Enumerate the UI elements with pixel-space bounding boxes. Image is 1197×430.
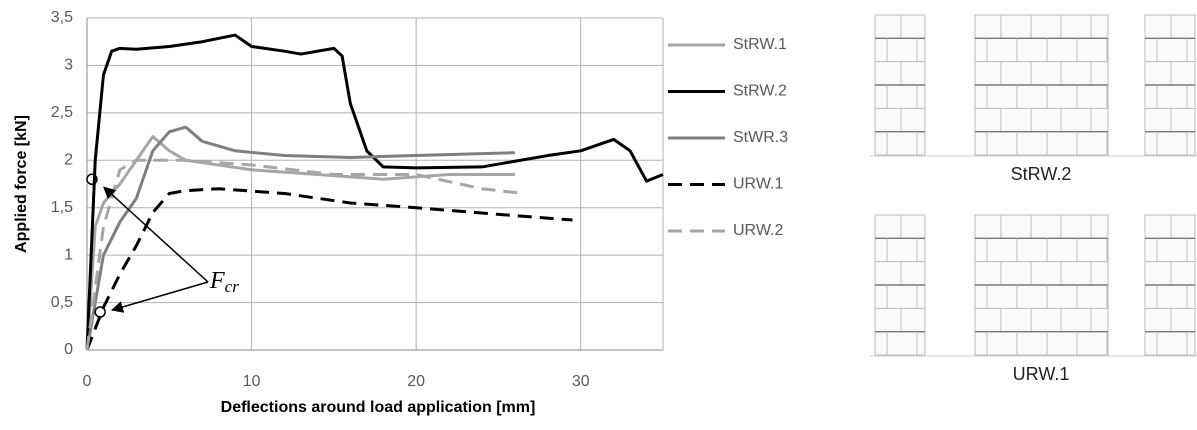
wall-figures: StRW.2 URW.1 [870, 14, 1197, 384]
x-tick-label: 30 [572, 373, 590, 390]
y-axis-title: Applied force [kN] [13, 115, 30, 253]
fcr-marker [94, 306, 106, 318]
series-line [85, 187, 573, 351]
series-line [85, 135, 515, 351]
legend-label: URW.1 [733, 176, 783, 193]
figure-label: URW.1 [1013, 364, 1070, 384]
y-tick-label: 3 [64, 57, 73, 74]
fcr-marker [86, 173, 98, 186]
legend-label: StRW.2 [733, 83, 787, 100]
y-tick-label: 2,5 [51, 104, 73, 121]
annotation-symbol: F [209, 268, 225, 294]
y-tick-label: 0,5 [51, 294, 73, 311]
x-tick-label: 0 [83, 373, 92, 390]
y-tick-label: 3,5 [51, 9, 73, 26]
annotation-subscript: cr [225, 277, 240, 296]
series-line [85, 125, 515, 351]
y-tick-label: 2 [64, 152, 73, 169]
legend-label: StRW.1 [733, 36, 787, 53]
x-axis-title: Deflections around load application [mm] [221, 399, 536, 416]
figure-label: StRW.2 [1011, 164, 1072, 184]
series-line [85, 33, 664, 351]
x-tick-label: 20 [407, 373, 425, 390]
y-tick-label: 0 [64, 341, 73, 358]
legend-label: URW.2 [733, 222, 783, 239]
legend-label: StWR.3 [733, 129, 788, 146]
y-tick-label: 1,5 [51, 199, 73, 216]
annotation-arrow [111, 281, 209, 313]
y-tick-label: 1 [64, 246, 73, 263]
annotation-text: Fcr [209, 268, 239, 296]
x-tick-label: 10 [243, 373, 261, 390]
annotation-arrow [103, 186, 209, 283]
